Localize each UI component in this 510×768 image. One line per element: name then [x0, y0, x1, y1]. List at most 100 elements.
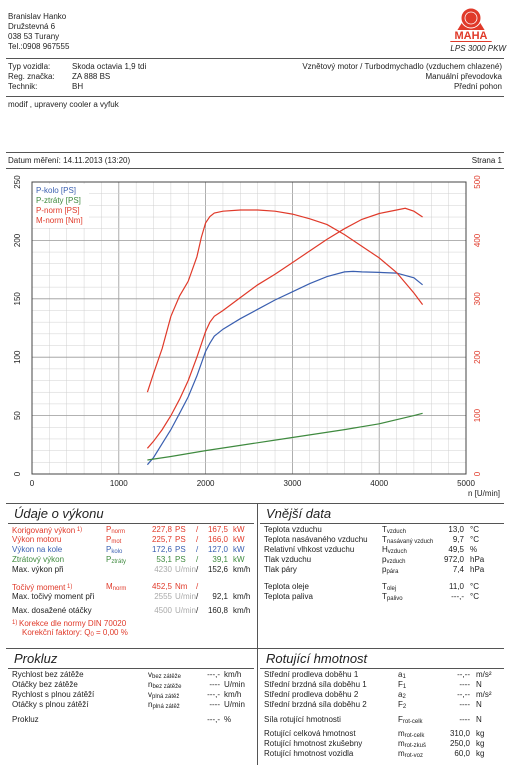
- rotating-symbol: mrot-voz: [398, 749, 424, 759]
- logo-model: LPS 3000 PKW: [450, 44, 506, 53]
- page-number: Strana 1: [471, 156, 502, 165]
- external-unit: °C: [470, 525, 479, 534]
- prokluz-label: Rychlost bez zátěže: [12, 670, 84, 679]
- result-unit-1: PS: [175, 555, 186, 564]
- result-label: Točivý moment 1): [12, 583, 73, 592]
- rotating-unit: N: [476, 715, 482, 724]
- external-symbol: Tvzduch: [382, 525, 406, 535]
- result-value-2: 167,5: [207, 525, 228, 534]
- external-symbol-sub: vzduch: [386, 559, 406, 565]
- result-slash: /: [196, 555, 199, 564]
- result-unit-1: PS: [175, 535, 186, 544]
- rotating-symbol: mrot-celk: [398, 729, 425, 739]
- result-value-1: 227,8: [151, 525, 172, 534]
- prokluz-value: ---,-: [207, 715, 220, 724]
- external-label: Tlak vzduchu: [264, 555, 312, 564]
- owner-phone: Tel.:0908 967555: [8, 42, 70, 51]
- rotating-symbol-sub: rot-zkuš: [404, 743, 427, 749]
- result-unit-2: kW: [233, 555, 245, 564]
- result-symbol-sub: ztráty: [111, 559, 127, 565]
- series-line-0: [146, 270, 423, 466]
- external-unit: hPa: [470, 565, 485, 574]
- y-left-tick-label: 0: [13, 471, 22, 476]
- y-left-tick-label: 250: [13, 175, 22, 189]
- result-symbol-sub: norm: [111, 529, 126, 535]
- y-left-tick-label: 100: [13, 350, 22, 364]
- prokluz-symbol: vplná zátěž: [148, 690, 180, 700]
- legend-background: [33, 184, 89, 228]
- result-slash: /: [196, 582, 199, 591]
- external-value: 13,0: [448, 525, 464, 534]
- external-label: Teplota paliva: [264, 592, 313, 601]
- factor-label: Korekční faktory: Q: [22, 628, 91, 637]
- rotating-unit: N: [476, 680, 482, 689]
- result-footnote-mark: 1): [65, 584, 73, 590]
- rotating-value: ----: [459, 715, 470, 724]
- result-label: Max. dosažené otáčky: [12, 606, 92, 615]
- rotating-symbol-sub: rot-celk: [404, 733, 425, 739]
- maha-logo-graphic: MAHA: [448, 7, 494, 42]
- rotating-symbol-sub: 1: [402, 684, 407, 690]
- legend-entry: P-ztráty [PS]: [36, 196, 81, 205]
- result-slash: /: [196, 525, 199, 534]
- rotating-symbol-sub: rot-voz: [404, 753, 424, 759]
- vehicle-reg-label: Reg. značka:: [8, 72, 55, 81]
- rotating-symbol-sub: rot-celk: [402, 719, 423, 725]
- rotating-unit: m/s²: [476, 690, 492, 699]
- engine-type: Vznětový motor / Turbodmychadlo (vzduche…: [302, 62, 502, 71]
- prokluz-label: Otáčky bez zátěže: [12, 680, 78, 689]
- result-unit-1: U/min: [175, 565, 196, 574]
- rotating-panel: Rotující hmotnost Střední prodleva doběh…: [260, 649, 506, 764]
- external-label: Teplota nasávaného vzduchu: [264, 535, 368, 544]
- x-tick-label: 5000: [457, 479, 475, 488]
- external-unit: %: [470, 545, 478, 554]
- prokluz-symbol-sub: bez zátěže: [152, 674, 182, 680]
- external-symbol-sub: palivo: [386, 596, 403, 602]
- prokluz-panel: Prokluz Rychlost bez zátěže vbez zátěže --…: [8, 649, 256, 764]
- series-line-1: [147, 412, 423, 461]
- y-right-tick-label: 300: [473, 292, 482, 306]
- result-value-1: 4230: [154, 565, 172, 574]
- result-unit-1: PS: [175, 525, 186, 534]
- prokluz-symbol: nbez zátěže: [148, 680, 182, 690]
- rotating-symbol-sub: 2: [402, 694, 406, 700]
- external-label: Tlak páry: [264, 565, 297, 574]
- rotating-label: Střední prodleva doběhu 1: [264, 670, 359, 679]
- vehicle-reg-value: ZA 888 BS: [72, 72, 111, 81]
- owner-name: Branislav Hanko: [8, 12, 67, 21]
- rotating-label: Střední brzdná síla doběhu 1: [264, 680, 367, 689]
- rotating-value: --,--: [457, 670, 470, 679]
- result-value-1: 452,5: [151, 582, 172, 591]
- result-slash: /: [196, 592, 199, 601]
- result-unit-2: km/h: [233, 565, 251, 574]
- external-panel: Vnější data Teplota vzduchu Tvzduch 13,0 °C…: [260, 504, 506, 644]
- factor-sub: 0: [90, 632, 94, 638]
- external-label: Teplota vzduchu: [264, 525, 322, 534]
- x-axis-label: n [U/min]: [468, 489, 500, 498]
- external-symbol: Hvzduch: [382, 545, 407, 555]
- prokluz-unit: U/min: [224, 700, 245, 709]
- external-symbol-sub: olej: [386, 586, 397, 592]
- result-symbol: Pnorm: [106, 525, 126, 535]
- prokluz-value: ---,-: [207, 690, 220, 699]
- rotating-symbol-sub: 2: [402, 704, 407, 710]
- correction-footnote: 1) Korekce dle normy DIN 70020: [12, 618, 126, 629]
- y-right-tick-label: 100: [473, 408, 482, 422]
- prokluz-label: Rychlost s plnou zátěží: [12, 690, 95, 699]
- external-value: 9,7: [452, 535, 464, 544]
- footnote-mark: 1): [12, 620, 20, 626]
- rotating-symbol: F2: [398, 700, 407, 710]
- owner-city: 038 53 Turany: [8, 32, 60, 41]
- rotating-unit: kg: [476, 729, 485, 738]
- rotating-value: 310,0: [449, 729, 470, 738]
- result-value-1: 2555: [154, 592, 172, 601]
- result-symbol-sub: mot: [111, 539, 122, 545]
- result-label: Max. výkon při: [12, 565, 64, 574]
- footnote-text: Korekce dle normy DIN 70020: [19, 619, 127, 628]
- prokluz-value: ----: [209, 680, 220, 689]
- y-left-tick-label: 50: [13, 411, 22, 420]
- rotating-symbol: F1: [398, 680, 407, 690]
- result-unit-1: U/min: [175, 592, 196, 601]
- rotating-label: Rotující hmotnost zkušebny: [264, 739, 363, 748]
- series-line-3: [146, 209, 424, 393]
